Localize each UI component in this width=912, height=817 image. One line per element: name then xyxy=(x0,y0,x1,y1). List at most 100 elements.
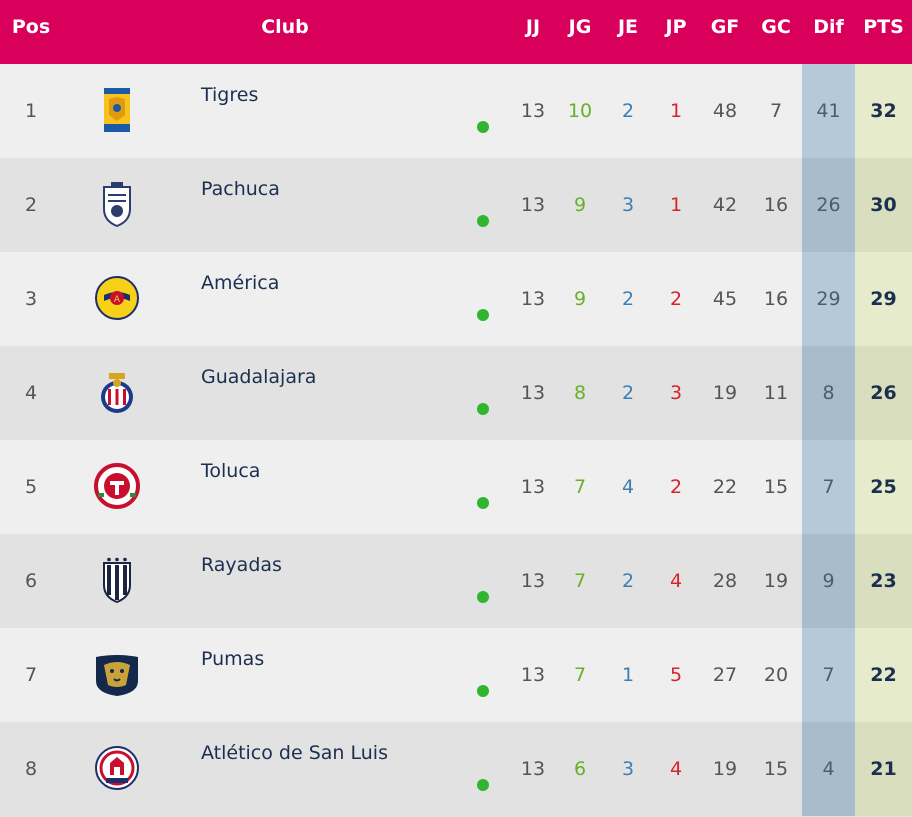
lost-value: 4 xyxy=(669,758,683,780)
form-status-dot xyxy=(477,497,489,509)
goal-difference-value: 29 xyxy=(802,252,855,346)
header-jg[interactable]: JG xyxy=(568,16,592,38)
form-status-dot xyxy=(477,685,489,697)
won-value: 7 xyxy=(573,664,587,686)
goals-for-value: 42 xyxy=(712,194,738,216)
row-position: 5 xyxy=(24,476,38,498)
drawn-value: 1 xyxy=(621,664,635,686)
goals-for-value: 19 xyxy=(712,758,738,780)
header-pos[interactable]: Pos xyxy=(11,16,51,38)
guadalajara-crest-icon[interactable] xyxy=(94,369,140,415)
won-value: 10 xyxy=(567,100,593,122)
played-value: 13 xyxy=(520,194,546,216)
goals-for-value: 45 xyxy=(712,288,738,310)
drawn-value: 4 xyxy=(621,476,635,498)
goal-difference-value: 41 xyxy=(802,64,855,158)
tigres-crest-icon[interactable] xyxy=(94,87,140,133)
played-value: 13 xyxy=(520,664,546,686)
header-je[interactable]: JE xyxy=(617,16,639,38)
points-value: 32 xyxy=(855,64,912,158)
table-row[interactable]: 1 Tigres 13 10 2 1 48 7 41 32 xyxy=(0,64,912,158)
goals-against-value: 19 xyxy=(763,570,789,592)
header-gc[interactable]: GC xyxy=(761,16,791,38)
club-name-link[interactable]: Pachuca xyxy=(201,178,280,200)
club-name-link[interactable]: Pumas xyxy=(201,648,265,670)
points-value: 21 xyxy=(855,722,912,816)
goals-for-value: 28 xyxy=(712,570,738,592)
goals-against-value: 7 xyxy=(769,100,783,122)
header-club[interactable]: Club xyxy=(261,16,309,38)
won-value: 9 xyxy=(573,288,587,310)
club-name-link[interactable]: Rayadas xyxy=(201,554,282,576)
form-status-dot xyxy=(477,591,489,603)
points-value: 30 xyxy=(855,158,912,252)
drawn-value: 2 xyxy=(621,382,635,404)
played-value: 13 xyxy=(520,100,546,122)
table-row[interactable]: 4 Guadalajara 13 8 2 3 19 11 8 26 xyxy=(0,346,912,440)
played-value: 13 xyxy=(520,570,546,592)
table-row[interactable]: 8 Atlético de San Luis 13 6 3 4 19 15 4 … xyxy=(0,722,912,817)
points-value: 29 xyxy=(855,252,912,346)
club-name-link[interactable]: Atlético de San Luis xyxy=(201,742,388,764)
club-name-link[interactable]: América xyxy=(201,272,280,294)
row-position: 8 xyxy=(24,758,38,780)
goals-against-value: 16 xyxy=(763,194,789,216)
row-position: 1 xyxy=(24,100,38,122)
header-dif[interactable]: Dif xyxy=(813,16,844,38)
header-pts[interactable]: PTS xyxy=(863,16,904,38)
america-crest-icon[interactable]: A xyxy=(94,275,140,321)
played-value: 13 xyxy=(520,476,546,498)
goals-for-value: 22 xyxy=(712,476,738,498)
won-value: 8 xyxy=(573,382,587,404)
club-name-link[interactable]: Guadalajara xyxy=(201,366,317,388)
club-name-link[interactable]: Tigres xyxy=(201,84,259,106)
lost-value: 1 xyxy=(669,194,683,216)
table-row[interactable]: 6 Rayadas 13 7 2 4 28 19 9 23 xyxy=(0,534,912,628)
svg-text:A: A xyxy=(114,295,121,305)
drawn-value: 2 xyxy=(621,288,635,310)
drawn-value: 3 xyxy=(621,758,635,780)
lost-value: 5 xyxy=(669,664,683,686)
goals-against-value: 11 xyxy=(763,382,789,404)
table-row[interactable]: 5 Toluca 13 7 4 2 22 15 7 25 xyxy=(0,440,912,534)
lost-value: 4 xyxy=(669,570,683,592)
goals-against-value: 15 xyxy=(763,476,789,498)
form-status-dot xyxy=(477,779,489,791)
table-row[interactable]: 3 A América 13 9 2 2 45 16 29 29 xyxy=(0,252,912,346)
lost-value: 2 xyxy=(669,288,683,310)
row-position: 3 xyxy=(24,288,38,310)
form-status-dot xyxy=(477,215,489,227)
club-name-link[interactable]: Toluca xyxy=(201,460,261,482)
header-jj[interactable]: JJ xyxy=(525,16,541,38)
header-jp[interactable]: JP xyxy=(665,16,687,38)
goals-for-value: 27 xyxy=(712,664,738,686)
goals-against-value: 20 xyxy=(763,664,789,686)
played-value: 13 xyxy=(520,758,546,780)
table-header: Pos Club JJ JG JE JP GF GC Dif PTS xyxy=(0,0,912,64)
goal-difference-value: 26 xyxy=(802,158,855,252)
san-luis-crest-icon[interactable] xyxy=(94,745,140,791)
row-position: 4 xyxy=(24,382,38,404)
goals-against-value: 15 xyxy=(763,758,789,780)
form-status-dot xyxy=(477,121,489,133)
pachuca-crest-icon[interactable] xyxy=(94,181,140,227)
drawn-value: 2 xyxy=(621,570,635,592)
drawn-value: 2 xyxy=(621,100,635,122)
played-value: 13 xyxy=(520,382,546,404)
goals-for-value: 48 xyxy=(712,100,738,122)
row-position: 7 xyxy=(24,664,38,686)
table-row[interactable]: 7 Pumas 13 7 1 5 27 20 7 22 xyxy=(0,628,912,722)
won-value: 7 xyxy=(573,476,587,498)
rayadas-crest-icon[interactable] xyxy=(94,557,140,603)
toluca-crest-icon[interactable] xyxy=(94,463,140,509)
pumas-crest-icon[interactable] xyxy=(94,651,140,697)
row-position: 2 xyxy=(24,194,38,216)
form-status-dot xyxy=(477,309,489,321)
row-position: 6 xyxy=(24,570,38,592)
lost-value: 3 xyxy=(669,382,683,404)
points-value: 26 xyxy=(855,346,912,440)
table-row[interactable]: 2 Pachuca 13 9 3 1 42 16 26 30 xyxy=(0,158,912,252)
form-status-dot xyxy=(477,403,489,415)
header-gf[interactable]: GF xyxy=(710,16,740,38)
points-value: 23 xyxy=(855,534,912,628)
